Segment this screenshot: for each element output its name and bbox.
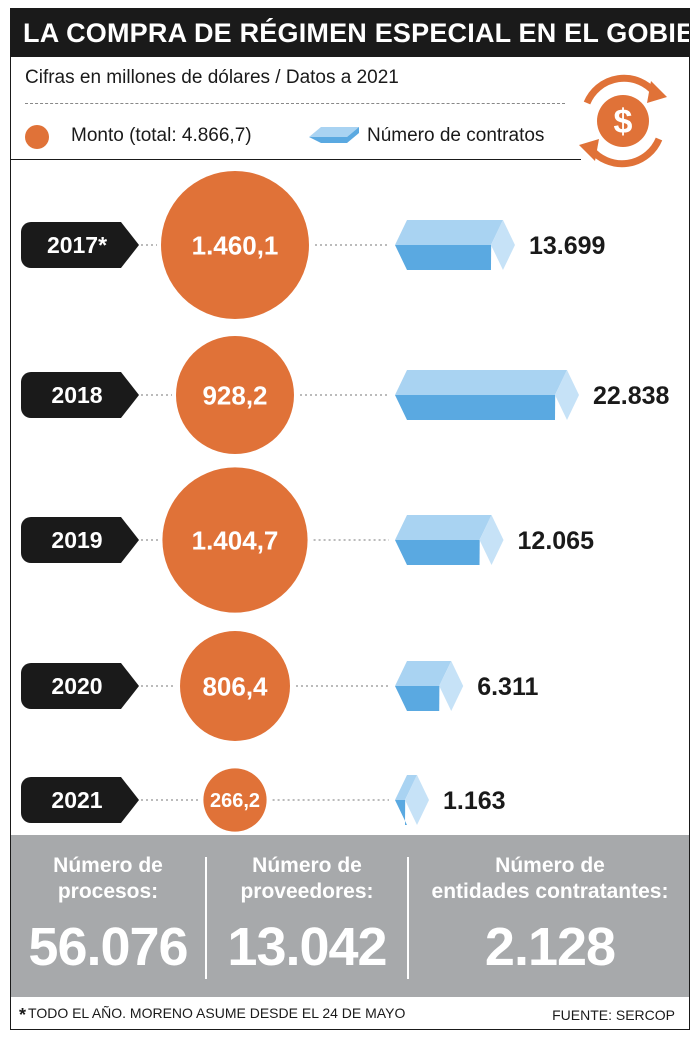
contratos-value-label: 22.838 xyxy=(593,382,670,410)
contratos-bar-top xyxy=(395,661,452,686)
footnote-text: TODO EL AÑO. MORENO ASUME DESDE EL 24 DE… xyxy=(28,1005,406,1021)
monto-bubble xyxy=(162,467,308,613)
contratos-value-label: 1.163 xyxy=(443,787,506,815)
contratos-value-label: 13.699 xyxy=(529,232,605,260)
infographic-frame: LA COMPRA DE RÉGIMEN ESPECIAL EN EL GOBI… xyxy=(10,8,690,1030)
stat-entidades: Número de entidades contratantes: 2.128 xyxy=(409,835,691,997)
contratos-bar-end xyxy=(479,515,504,565)
legend-monto-label: Monto (total: 4.866,7) xyxy=(71,125,252,146)
subtitle-divider xyxy=(25,103,565,104)
contratos-bar-top xyxy=(395,370,567,395)
monto-bubble xyxy=(180,631,290,741)
stat-proveedores-label-2: proveedores: xyxy=(240,880,374,903)
monto-value-label: 1.404,7 xyxy=(192,525,279,555)
stat-procesos-label-2: procesos: xyxy=(57,880,159,903)
stat-entidades-value: 2.128 xyxy=(484,917,616,977)
contratos-bar-front xyxy=(395,540,480,565)
monto-bubble xyxy=(175,335,295,455)
monto-value-label: 1.460,1 xyxy=(192,230,279,260)
stat-procesos-label-1: Número de xyxy=(53,854,163,877)
footnote: * TODO EL AÑO. MORENO ASUME DESDE EL 24 D… xyxy=(19,1005,405,1026)
year-badge xyxy=(21,663,139,709)
contratos-value-label: 6.311 xyxy=(477,673,538,701)
contratos-bar-front xyxy=(395,686,440,711)
year-label: 2020 xyxy=(51,673,102,699)
stat-divider xyxy=(407,857,409,979)
year-badge xyxy=(21,517,139,563)
stat-entidades-label-1: Número de xyxy=(495,854,605,877)
contratos-bar-front xyxy=(395,245,492,270)
chart: 2017* 1.460,1 13.699 2018 928,2 22.838 2019 1.4… xyxy=(21,171,670,832)
year-badge xyxy=(21,372,139,418)
monto-value-label: 266,2 xyxy=(210,790,260,812)
contratos-bar-top xyxy=(395,515,492,540)
stat-procesos: Número de procesos: 56.076 xyxy=(11,835,205,997)
year-badge xyxy=(21,777,139,823)
year-label: 2017* xyxy=(47,232,107,258)
year-badge xyxy=(21,222,139,268)
footnote-star: * xyxy=(19,1005,27,1025)
monto-value-label: 806,4 xyxy=(202,671,268,701)
year-label: 2019 xyxy=(51,527,102,553)
stat-procesos-value: 56.076 xyxy=(28,917,188,977)
year-label: 2021 xyxy=(51,787,102,813)
page-title: LA COMPRA DE RÉGIMEN ESPECIAL EN EL GOBI… xyxy=(11,9,689,57)
contratos-bar-end xyxy=(490,220,515,270)
stat-proveedores: Número de proveedores: 13.042 xyxy=(207,835,407,997)
source: FUENTE: SERCOP xyxy=(552,1007,675,1023)
stat-proveedores-label-1: Número de xyxy=(252,854,362,877)
contratos-bar-end xyxy=(555,370,579,420)
legend-contratos-label: Número de contratos xyxy=(367,125,545,146)
monto-value-label: 928,2 xyxy=(202,380,267,410)
stat-proveedores-value: 13.042 xyxy=(227,917,387,977)
contratos-bar-top xyxy=(395,220,503,245)
contratos-bar-front xyxy=(395,395,556,420)
header-divider xyxy=(11,159,581,160)
legend-monto-swatch xyxy=(25,125,49,149)
subtitle: Cifras en millones de dólares / Datos a … xyxy=(25,67,399,88)
summary-stats: Número de procesos: 56.076 Número de pro… xyxy=(11,835,689,997)
stat-divider xyxy=(205,857,207,979)
contratos-bar-end xyxy=(439,661,464,711)
contratos-value-label: 12.065 xyxy=(518,527,595,555)
contratos-bar-end xyxy=(405,775,429,825)
monto-bubble xyxy=(161,171,309,319)
year-label: 2018 xyxy=(51,382,102,408)
legend-contratos-swatch xyxy=(309,127,359,143)
contratos-bar-front xyxy=(395,800,407,825)
dollar-cycle-icon: $ xyxy=(579,74,667,168)
stat-entidades-label-2: entidades contratantes: xyxy=(431,880,669,903)
svg-text:$: $ xyxy=(614,103,633,141)
monto-bubble xyxy=(203,768,267,832)
contratos-bar-top xyxy=(395,775,417,800)
